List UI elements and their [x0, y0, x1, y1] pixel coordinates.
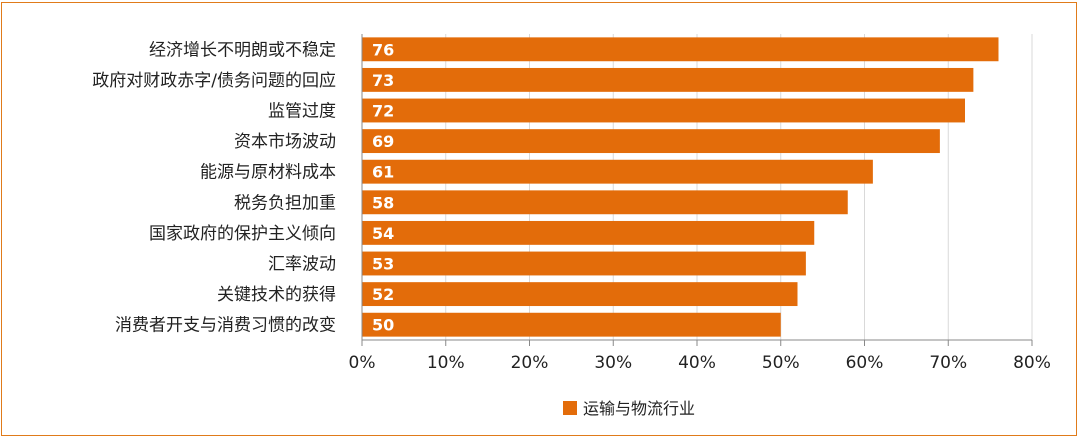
bar: [362, 67, 974, 92]
bar: [362, 282, 798, 307]
bar: [362, 129, 940, 154]
x-tick-label: 20%: [511, 353, 549, 373]
data-label: 50: [372, 316, 394, 335]
x-axis: 0% 10% 20% 30% 40% 50% 60% 70% 80%: [349, 34, 1051, 373]
category-label: 经济增长不明朗或不稳定: [149, 40, 336, 60]
category-label: 政府对财政赤字/债务问题的回应: [92, 71, 336, 91]
data-label: 53: [372, 255, 394, 274]
data-label: 61: [372, 163, 394, 182]
x-tick-label: 0%: [349, 353, 376, 373]
category-label: 资本市场波动: [234, 132, 336, 152]
data-label: 58: [372, 193, 394, 212]
legend: 运输与物流行业: [563, 399, 695, 418]
legend-swatch: [563, 401, 577, 415]
x-tick-label: 10%: [427, 353, 465, 373]
value-labels: 76 73 72 69 61 58 54 53 52 50: [372, 40, 394, 334]
legend-label: 运输与物流行业: [583, 399, 695, 418]
category-label: 关键技术的获得: [217, 285, 336, 305]
data-label: 69: [372, 132, 394, 151]
category-label: 能源与原材料成本: [200, 163, 336, 183]
x-tick-label: 50%: [762, 353, 800, 373]
category-label: 汇率波动: [268, 255, 336, 275]
category-label: 消费者开支与消费习惯的改变: [115, 316, 336, 336]
bars: [362, 37, 999, 337]
x-tick-label: 70%: [929, 353, 967, 373]
category-label: 税务负担加重: [234, 193, 336, 213]
data-label: 76: [372, 40, 394, 59]
bar: [362, 220, 815, 245]
bar: [362, 159, 873, 184]
x-tick-label: 30%: [594, 353, 632, 373]
category-label: 监管过度: [268, 102, 336, 122]
x-tick-label: 40%: [678, 353, 716, 373]
data-label: 72: [372, 102, 394, 121]
bar: [362, 37, 999, 62]
data-label: 54: [372, 224, 394, 243]
category-label: 国家政府的保护主义倾向: [149, 224, 336, 244]
data-label: 73: [372, 71, 394, 90]
x-tick-label: 80%: [1013, 353, 1051, 373]
bar: [362, 190, 848, 215]
data-label: 52: [372, 285, 394, 304]
category-labels: 经济增长不明朗或不稳定政府对财政赤字/债务问题的回应监管过度资本市场波动能源与原…: [92, 40, 336, 335]
bar: [362, 98, 965, 123]
x-tick-label: 60%: [846, 353, 884, 373]
bar: [362, 312, 781, 337]
bar: [362, 251, 806, 276]
